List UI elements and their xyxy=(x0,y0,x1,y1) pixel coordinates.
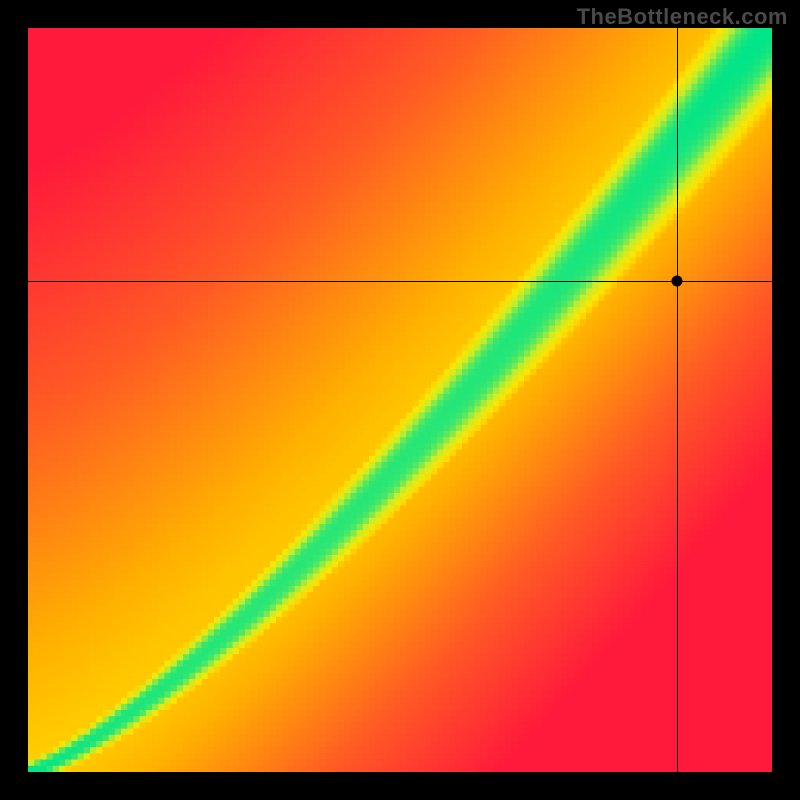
heatmap-canvas xyxy=(28,28,772,772)
heatmap-plot xyxy=(28,28,772,772)
data-point-marker xyxy=(671,275,682,286)
watermark-text: TheBottleneck.com xyxy=(577,4,788,30)
crosshair-horizontal xyxy=(28,281,772,282)
crosshair-vertical xyxy=(677,28,678,772)
